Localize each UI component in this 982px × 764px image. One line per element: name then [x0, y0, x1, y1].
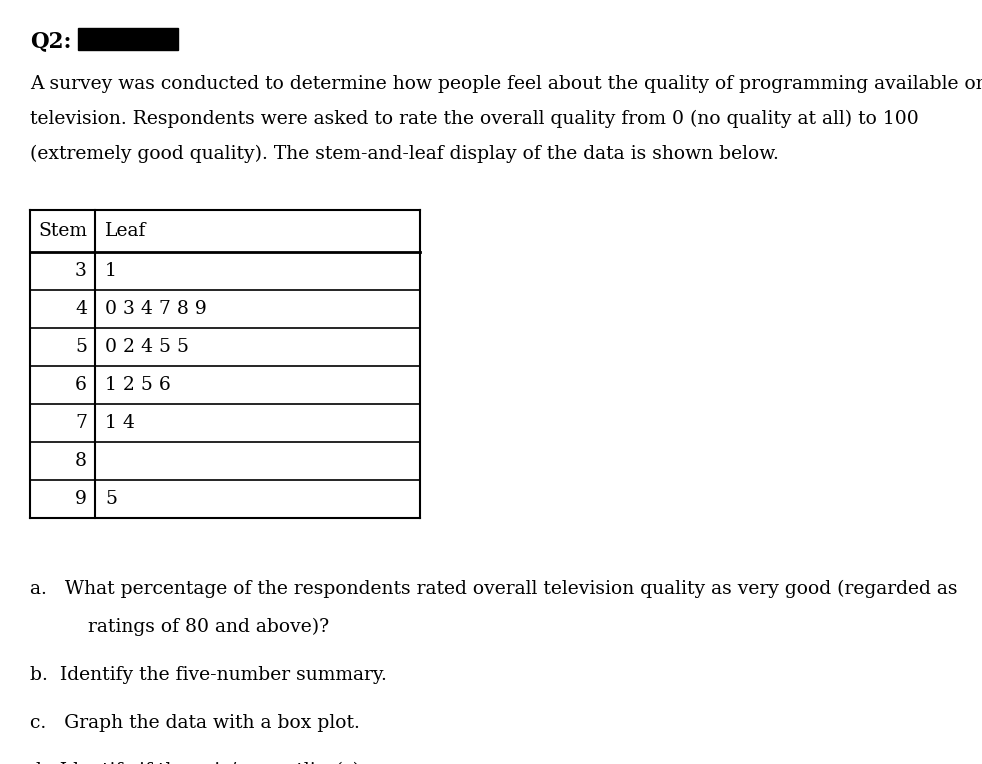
Text: 0 3 4 7 8 9: 0 3 4 7 8 9 [105, 300, 207, 318]
Text: A survey was conducted to determine how people feel about the quality of program: A survey was conducted to determine how … [30, 75, 982, 93]
Text: 1 2 5 6: 1 2 5 6 [105, 376, 171, 394]
Text: 5: 5 [75, 338, 87, 356]
Text: 4: 4 [75, 300, 87, 318]
Text: 1: 1 [105, 262, 117, 280]
Text: 8: 8 [75, 452, 87, 470]
Text: 3: 3 [76, 262, 87, 280]
Text: (extremely good quality). The stem-and-leaf display of the data is shown below.: (extremely good quality). The stem-and-l… [30, 145, 779, 163]
Text: ratings of 80 and above)?: ratings of 80 and above)? [58, 618, 329, 636]
Text: television. Respondents were asked to rate the overall quality from 0 (no qualit: television. Respondents were asked to ra… [30, 110, 919, 128]
Text: Leaf: Leaf [105, 222, 146, 240]
Text: Stem: Stem [38, 222, 87, 240]
Text: 0 2 4 5 5: 0 2 4 5 5 [105, 338, 189, 356]
Text: b.  Identify the five-number summary.: b. Identify the five-number summary. [30, 666, 387, 684]
Text: a.   What percentage of the respondents rated overall television quality as very: a. What percentage of the respondents ra… [30, 580, 957, 598]
Text: 9: 9 [76, 490, 87, 508]
Text: 5: 5 [105, 490, 117, 508]
Text: Q2:: Q2: [30, 30, 72, 52]
Text: 6: 6 [76, 376, 87, 394]
Text: 1 4: 1 4 [105, 414, 135, 432]
Text: d.  Identify if there is/are outlier(s).: d. Identify if there is/are outlier(s). [30, 762, 366, 764]
Text: 7: 7 [75, 414, 87, 432]
Text: c.   Graph the data with a box plot.: c. Graph the data with a box plot. [30, 714, 359, 732]
